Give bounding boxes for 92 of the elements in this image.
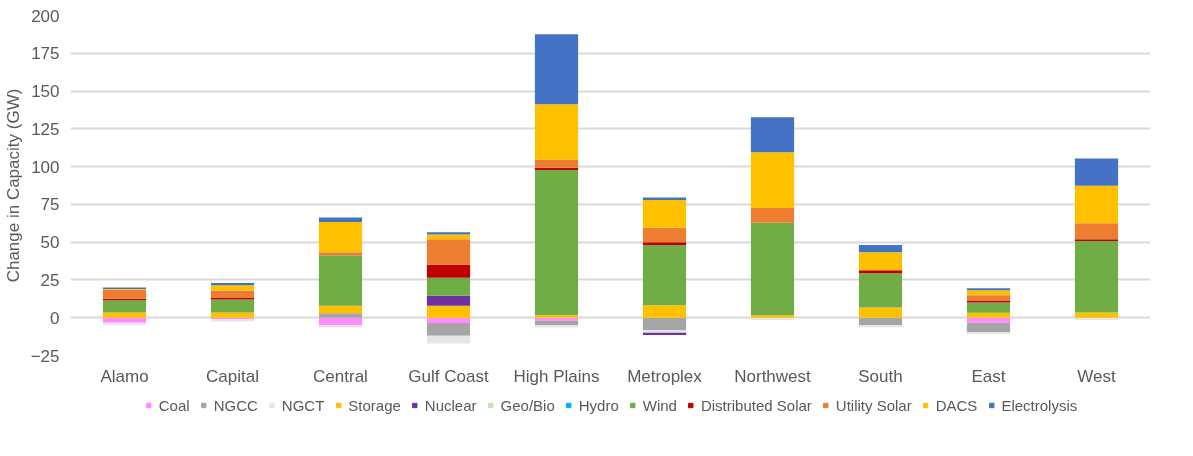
bar: [102, 300, 147, 313]
bar: [534, 170, 579, 316]
y-axis-title: Change in Capacity (GW): [3, 88, 23, 283]
y-tick-label: 200: [31, 6, 60, 26]
bar: [966, 312, 1011, 318]
bar: [426, 335, 471, 344]
bar: [858, 252, 903, 271]
bar: [426, 317, 471, 324]
bar: [102, 289, 147, 299]
bar: [102, 317, 147, 323]
y-tick-label: 100: [31, 157, 60, 177]
bar: [318, 325, 363, 328]
x-tick-label: Gulf Coast: [408, 366, 489, 386]
bar: [750, 222, 795, 316]
legend-label: DACS: [935, 396, 978, 414]
bar: [426, 295, 471, 306]
bar: [966, 302, 1011, 313]
y-tick-label: 175: [31, 44, 60, 64]
legend-label: NGCC: [213, 396, 258, 414]
bar: [858, 245, 903, 253]
bar: [1074, 223, 1119, 240]
x-tick-label: South: [858, 366, 903, 386]
x-tick-label: East: [971, 366, 1006, 386]
x-tick-label: Central: [313, 366, 368, 386]
x-tick-label: Alamo: [100, 366, 149, 386]
y-tick-label: 75: [40, 195, 60, 215]
bar: [966, 288, 1011, 291]
bar: [318, 313, 363, 318]
bar: [318, 305, 363, 314]
bar: [1074, 241, 1119, 313]
x-tick-label: Metroplex: [627, 366, 703, 386]
y-tick-label: 25: [40, 270, 60, 290]
bar: [318, 255, 363, 306]
bar: [1074, 312, 1119, 318]
bar: [318, 317, 363, 326]
bar: [858, 270, 903, 274]
bar: [210, 312, 255, 318]
y-tick-label: −25: [30, 346, 60, 366]
x-tick-label: High Plains: [513, 366, 600, 386]
bar: [534, 34, 579, 105]
y-tick-label: 0: [50, 308, 60, 328]
bar: [966, 300, 1011, 303]
legend-label: Utility Solar: [835, 396, 912, 414]
legend-label: Distributed Solar: [700, 396, 812, 414]
legend-label: Wind: [642, 396, 677, 414]
bar: [426, 277, 471, 296]
bar: [318, 217, 363, 222]
bar: [534, 325, 579, 328]
bar: [642, 317, 687, 331]
bar: [966, 295, 1011, 301]
bar: [426, 232, 471, 235]
legend-label: Electrolysis: [1001, 396, 1078, 414]
bar: [318, 221, 363, 253]
bar: [966, 322, 1011, 333]
y-tick-label: 50: [40, 233, 60, 253]
bar: [318, 252, 363, 256]
bar: [750, 152, 795, 209]
legend-label: Coal: [158, 396, 190, 414]
bar: [750, 117, 795, 153]
bar: [966, 317, 1011, 323]
legend-label: Nuclear: [424, 396, 477, 414]
y-tick-label: 125: [31, 119, 60, 139]
x-tick-label: Northwest: [734, 366, 812, 386]
bar: [210, 299, 255, 313]
bar: [426, 264, 471, 278]
bar: [642, 242, 687, 246]
bar: [642, 227, 687, 243]
legend-label: Hydro: [578, 396, 619, 414]
x-tick-label: West: [1077, 366, 1116, 386]
bar: [1074, 185, 1119, 224]
bar: [534, 159, 579, 168]
bar: [102, 312, 147, 318]
bar: [210, 290, 255, 299]
legend-label: NGCT: [281, 396, 325, 414]
bar: [426, 239, 471, 265]
bar: [1074, 158, 1119, 186]
bar: [966, 290, 1011, 296]
legend-label: Storage: [348, 396, 401, 414]
bar: [858, 273, 903, 308]
bar: [750, 208, 795, 223]
legend-label: Geo/Bio: [500, 396, 555, 414]
y-tick-label: 150: [31, 82, 60, 102]
bar: [858, 307, 903, 318]
bar: [642, 200, 687, 228]
bar: [426, 305, 471, 318]
bar: [642, 245, 687, 306]
bar: [426, 323, 471, 336]
x-tick-label: Capital: [206, 366, 259, 386]
bar: [642, 305, 687, 318]
bar: [534, 104, 579, 160]
bar: [210, 285, 255, 291]
bar: [858, 317, 903, 325]
